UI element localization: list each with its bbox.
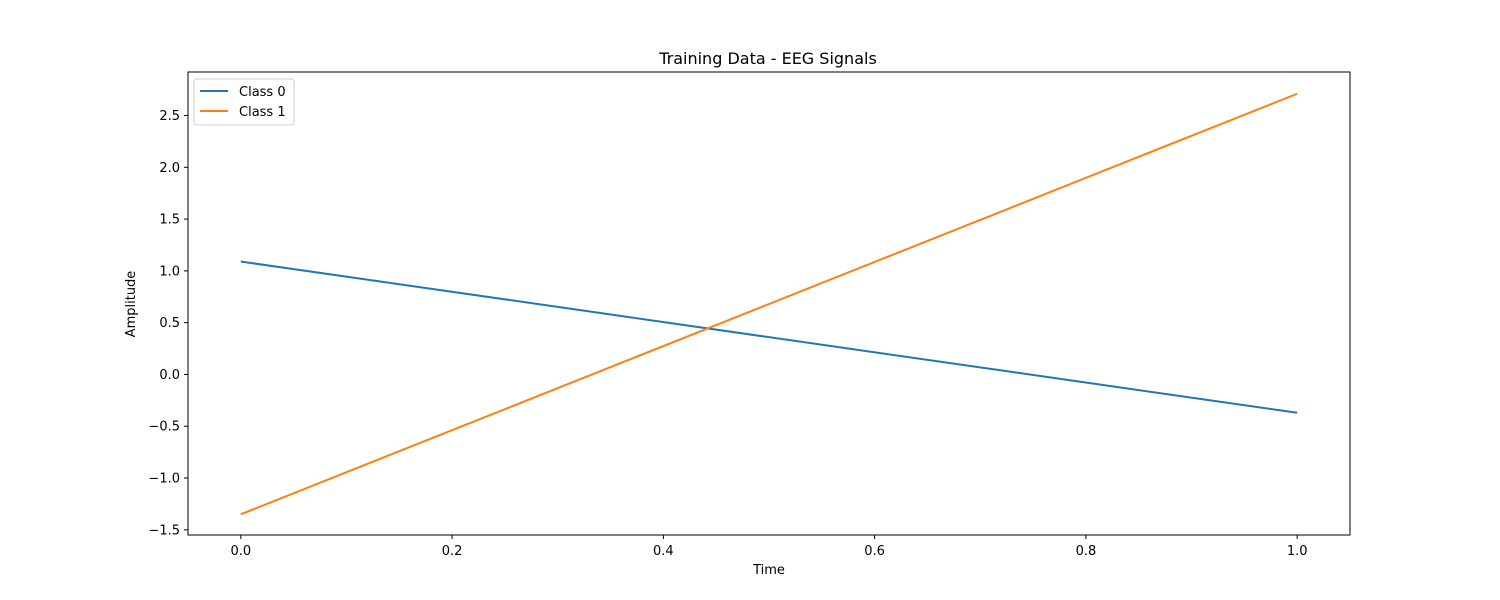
y-tick-label: −0.5: [148, 420, 180, 435]
series-layer: [240, 92, 1298, 516]
y-tick-label: 0.5: [159, 316, 180, 331]
y-axis-label: Amplitude: [124, 271, 139, 338]
x-ticks-layer: 0.0 0.2 0.4 0.6 0.8 1.0: [230, 535, 1308, 559]
y-tick-label: −1.0: [148, 472, 180, 487]
legend-label-class-0: Class 0: [239, 85, 286, 100]
x-tick-label: 0.2: [442, 544, 463, 559]
y-tick-label: 2.0: [159, 161, 180, 176]
legend-label-class-1: Class 1: [239, 105, 286, 120]
x-tick-label: 0.0: [230, 544, 251, 559]
y-tick-label: 2.5: [159, 109, 180, 124]
x-tick-label: 0.6: [864, 544, 885, 559]
plot-frame: [187, 71, 1351, 536]
series-line-class-1: [240, 92, 1298, 516]
legend: Class 0 Class 1: [193, 78, 295, 126]
y-tick-label: −1.5: [148, 523, 180, 538]
chart-title: Training Data - EEG Signals: [658, 49, 877, 68]
x-tick-label: 1.0: [1287, 544, 1308, 559]
x-tick-label: 0.8: [1076, 544, 1097, 559]
x-tick-label: 0.4: [653, 544, 674, 559]
y-tick-label: 1.5: [159, 213, 180, 228]
y-tick-label: 0.0: [159, 368, 180, 383]
y-ticks-layer: −1.5 −1.0 −0.5 0.0 0.5 1.0 1.5 2.0 2.5: [148, 109, 188, 538]
x-axis-label: Time: [752, 563, 785, 578]
y-tick-label: 1.0: [159, 264, 180, 279]
series-line-class-0: [240, 260, 1298, 414]
